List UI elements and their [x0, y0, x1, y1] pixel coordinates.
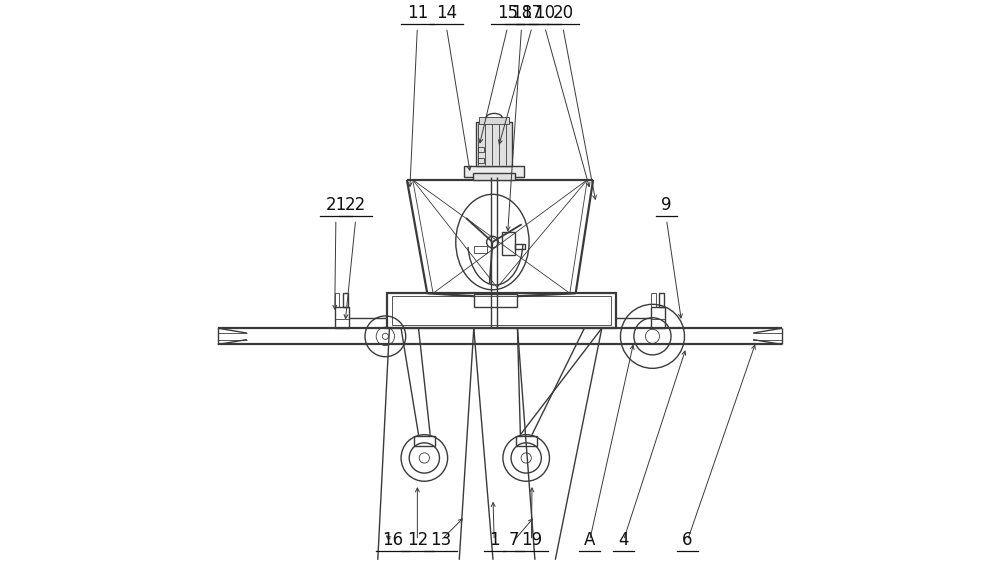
Bar: [659, 292, 664, 307]
Bar: [651, 307, 665, 328]
Text: 10: 10: [534, 4, 555, 22]
Bar: [473, 173, 515, 180]
Bar: [502, 231, 515, 255]
Text: 13: 13: [430, 531, 451, 548]
Bar: [387, 293, 616, 328]
Bar: [478, 158, 484, 163]
Bar: [335, 319, 349, 328]
Bar: [516, 436, 537, 447]
Text: A: A: [584, 531, 595, 548]
Bar: [335, 307, 349, 328]
Bar: [474, 294, 517, 306]
Text: 22: 22: [345, 196, 366, 213]
Bar: [414, 436, 435, 447]
Text: 18: 18: [511, 4, 532, 22]
Bar: [464, 166, 524, 177]
Text: 7: 7: [509, 531, 519, 548]
Bar: [651, 319, 665, 328]
Text: 16: 16: [382, 531, 403, 548]
Bar: [335, 292, 339, 307]
Text: 17: 17: [521, 4, 543, 22]
Text: 11: 11: [407, 4, 428, 22]
Text: 1: 1: [489, 531, 499, 548]
Bar: [343, 292, 348, 307]
Text: 20: 20: [552, 4, 573, 22]
Bar: [474, 246, 487, 253]
Text: 12: 12: [407, 531, 428, 548]
Bar: [651, 292, 656, 307]
Bar: [392, 296, 611, 325]
Bar: [479, 117, 509, 124]
Text: 4: 4: [618, 531, 629, 548]
Text: 21: 21: [325, 196, 347, 213]
Bar: [515, 244, 525, 249]
Text: 19: 19: [521, 531, 542, 548]
Text: 14: 14: [436, 4, 457, 22]
Text: 6: 6: [682, 531, 693, 548]
Bar: [478, 147, 484, 152]
Bar: [476, 121, 512, 166]
Text: 9: 9: [661, 196, 672, 213]
Text: 15: 15: [497, 4, 518, 22]
